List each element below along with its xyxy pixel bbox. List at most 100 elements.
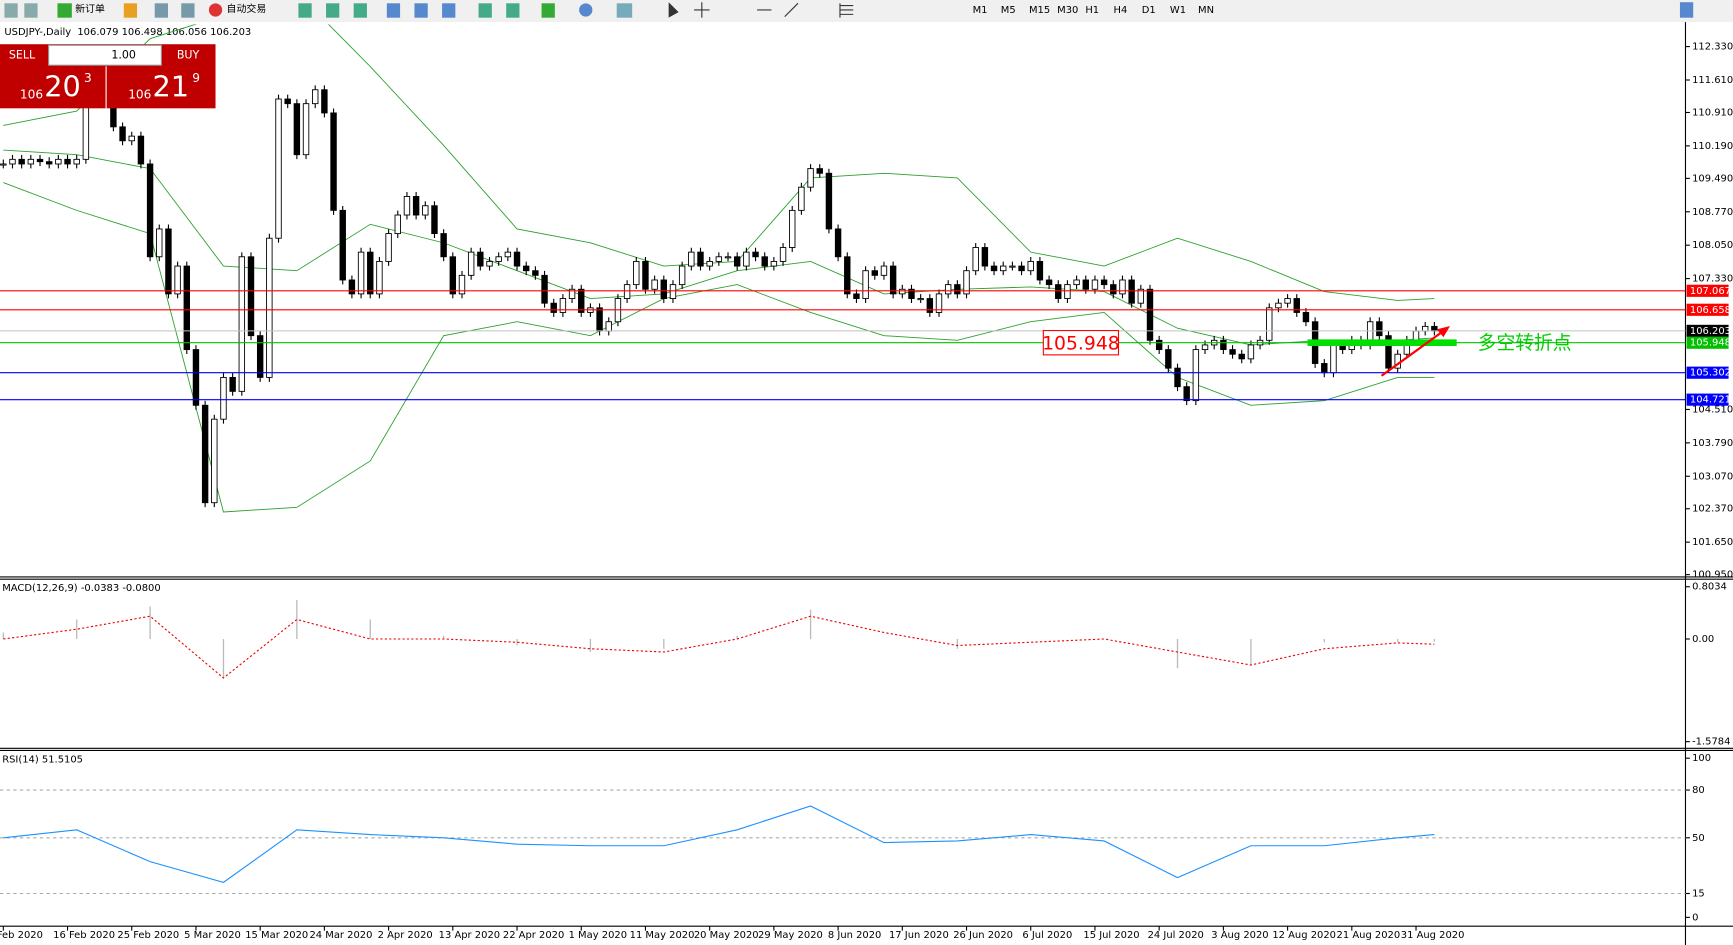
icon[interactable] (478, 3, 492, 18)
candle (1293, 298, 1300, 313)
icon[interactable] (442, 3, 456, 18)
lot-field[interactable] (48, 44, 162, 66)
candle (1009, 265, 1016, 268)
candle (1192, 349, 1200, 402)
timeframe[interactable]: M1 (973, 5, 988, 16)
ohlc: 106.079 106.498 106.056 106.203 (77, 27, 251, 38)
y-tick-label: 109.490 (1692, 173, 1733, 184)
candle (321, 89, 328, 114)
new-order-icon[interactable] (57, 3, 72, 18)
auto-trading-icon[interactable] (208, 3, 223, 17)
icon[interactable] (298, 3, 312, 18)
toolbar (0, 0, 1733, 23)
candle (357, 251, 365, 295)
candle (1064, 284, 1071, 299)
macd-bar (589, 638, 592, 653)
arrow-head (1436, 326, 1451, 338)
price-big: 106 (128, 88, 151, 102)
candle (1036, 260, 1044, 281)
icon[interactable] (181, 3, 195, 18)
timeframe[interactable]: W1 (1170, 5, 1186, 16)
candle (862, 270, 869, 299)
macd-bar (149, 606, 151, 639)
candle (1412, 330, 1420, 341)
timeframe[interactable]: H4 (1114, 5, 1128, 16)
level-label: 105.948 (1042, 333, 1120, 354)
icon[interactable] (4, 3, 18, 18)
y-tick-label: 111.610 (1692, 75, 1733, 86)
candle (651, 279, 658, 290)
icon[interactable] (541, 3, 555, 18)
timeframe[interactable]: H1 (1085, 5, 1099, 16)
candle (550, 302, 557, 313)
candle (926, 298, 934, 313)
candle (339, 209, 346, 281)
cursor-icon[interactable] (668, 2, 679, 18)
candle (1082, 279, 1089, 290)
candle (688, 251, 695, 267)
candle (1385, 335, 1392, 369)
price-label-bg (1686, 324, 1729, 337)
candle (880, 265, 888, 276)
candle (816, 168, 823, 174)
candle (220, 376, 227, 420)
trendline-icon[interactable] (784, 2, 799, 17)
timeframe[interactable]: MN (1198, 5, 1214, 16)
timeframe[interactable]: D1 (1142, 5, 1156, 16)
icon[interactable] (386, 3, 401, 18)
candle (284, 98, 291, 105)
candle (146, 163, 154, 258)
icon[interactable] (616, 3, 633, 18)
candle (64, 158, 71, 165)
candle (752, 251, 759, 258)
y-tick-label: 100.950 (1692, 570, 1733, 581)
candle (229, 376, 236, 392)
sell-label: SELL (9, 48, 36, 61)
icon[interactable] (154, 3, 168, 18)
candle (770, 260, 778, 267)
candle (568, 288, 576, 299)
icon[interactable] (579, 3, 593, 17)
x-tick-label: 24 Jul 2020 (1148, 930, 1204, 941)
candle (1238, 353, 1245, 360)
candle (798, 186, 805, 211)
icon[interactable] (414, 3, 428, 18)
x-tick-label: 6 Jul 2020 (1022, 930, 1072, 941)
candle (779, 247, 787, 262)
crosshair-icon[interactable] (694, 2, 710, 18)
x-tick-label: 5 Mar 2020 (184, 930, 241, 941)
price-main: 20 (44, 69, 81, 103)
candle (1155, 339, 1163, 351)
x-tick-label: 20 May 2020 (694, 930, 759, 941)
macd-bar (516, 638, 518, 646)
y-tick-label: 0.00 (1692, 634, 1714, 645)
icon[interactable] (24, 3, 38, 18)
buy-button[interactable] (165, 45, 215, 66)
candle (1174, 367, 1181, 388)
new-order[interactable]: 新订单 (75, 2, 105, 15)
icon[interactable] (506, 3, 520, 18)
icon[interactable] (326, 3, 340, 18)
icon[interactable] (1679, 2, 1694, 18)
macd-bar (2, 632, 4, 639)
candle (889, 265, 897, 295)
candle (853, 293, 860, 299)
icon[interactable] (123, 3, 138, 18)
timeframe[interactable]: M5 (1001, 5, 1016, 16)
auto-trading[interactable]: 自动交易 (227, 2, 267, 15)
fibo-icon[interactable] (839, 3, 854, 18)
sell-button[interactable] (1, 45, 46, 66)
macd-bar (1397, 638, 1399, 643)
candle (183, 265, 190, 351)
candle (917, 298, 924, 301)
candle (256, 335, 264, 378)
timeframe[interactable]: M15 (1029, 5, 1050, 16)
x-tick-label: 24 Mar 2020 (309, 930, 372, 941)
x-tick-label: 22 Apr 2020 (503, 930, 564, 941)
timeframe[interactable]: M30 (1057, 5, 1078, 16)
candle (1137, 288, 1145, 304)
icon[interactable] (353, 3, 367, 18)
candle (449, 256, 457, 295)
candle (1045, 279, 1053, 286)
candle (385, 233, 392, 262)
